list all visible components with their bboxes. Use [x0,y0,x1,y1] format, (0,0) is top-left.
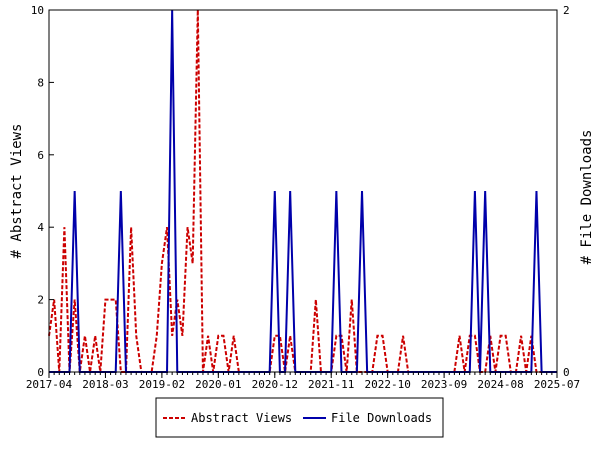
y-right-tick-label: 2 [563,4,570,17]
x-tick-label: 2019-02 [139,378,185,391]
y-right-axis-title: # File Downloads [579,130,595,265]
x-tick-label: 2021-11 [308,378,354,391]
x-tick-label: 2022-10 [364,378,410,391]
y-left-tick-label: 8 [37,76,44,89]
y-left-tick-label: 4 [37,221,44,234]
y-left-tick-label: 10 [31,4,44,17]
x-tick-label: 2025-07 [534,378,580,391]
x-tick-label: 2020-12 [252,378,298,391]
legend: Abstract Views File Downloads [155,397,444,438]
x-tick-label: 2017-04 [26,378,73,391]
x-tick-label: 2018-03 [82,378,128,391]
x-tick-label: 2024-08 [477,378,523,391]
y-left-tick-label: 6 [37,149,44,162]
y-left-axis-title: # Abstract Views [9,124,25,259]
legend-label-abstract-views: Abstract Views [191,411,292,425]
y-right-tick-label: 0 [563,366,570,379]
tick-layer: 2017-04 2018-03 2019-02 2020-01 2020-12 2021-… [26,4,580,391]
x-tick-label: 2023-09 [421,378,467,391]
x-tick-label: 2020-01 [195,378,241,391]
y-left-tick-label: 0 [37,366,44,379]
legend-box [155,397,444,438]
legend-label-file-downloads: File Downloads [331,411,432,425]
y-left-tick-label: 2 [37,294,44,307]
plot-frame [48,9,558,373]
